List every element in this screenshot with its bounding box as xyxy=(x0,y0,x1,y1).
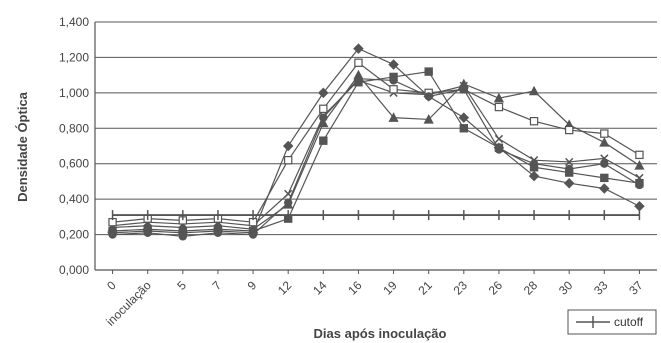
series-line xyxy=(112,47,640,234)
x-tick-label: 14 xyxy=(310,278,330,298)
x-tick-label: 23 xyxy=(451,278,471,298)
data-point xyxy=(459,124,469,133)
data-point xyxy=(388,59,399,70)
series-6 xyxy=(108,74,644,241)
x-tick-label: 26 xyxy=(486,278,506,298)
data-point xyxy=(528,170,540,182)
y-tick-label: 1,000 xyxy=(59,86,89,100)
data-point xyxy=(529,116,539,126)
data-point xyxy=(564,125,574,135)
x-tick-label: 37 xyxy=(626,278,646,298)
data-point xyxy=(319,104,328,113)
data-point xyxy=(563,177,575,189)
x-tick-label: 28 xyxy=(521,278,541,298)
data-point xyxy=(600,129,609,138)
series-1 xyxy=(107,43,645,239)
data-point xyxy=(319,113,328,122)
x-tick-label: 19 xyxy=(380,278,400,298)
data-point xyxy=(248,230,258,239)
cutoff-group xyxy=(111,210,641,221)
series-line xyxy=(112,74,640,230)
data-point xyxy=(354,74,363,83)
data-point xyxy=(634,160,645,170)
y-tick-label: 0,200 xyxy=(59,228,89,242)
x-tick-label: 5 xyxy=(174,278,189,293)
series-line xyxy=(112,61,640,223)
data-point xyxy=(389,76,398,85)
legend-cutoff-label: cutoff xyxy=(614,315,644,329)
data-point xyxy=(564,164,574,174)
data-point xyxy=(177,222,188,232)
legend: cutoff xyxy=(567,309,657,335)
data-point xyxy=(319,136,328,145)
data-point xyxy=(424,92,433,101)
y-tick-label: 0,600 xyxy=(59,157,89,171)
y-axis-title: Densidade Óptica xyxy=(15,91,30,202)
y-tick-label: 0,400 xyxy=(59,192,89,206)
data-point xyxy=(635,150,644,160)
data-point xyxy=(388,112,399,122)
data-point xyxy=(600,173,609,183)
x-tick-label: 7 xyxy=(209,278,224,293)
x-axis-title: Dias após inoculação xyxy=(314,326,447,341)
data-point xyxy=(282,140,294,152)
data-point xyxy=(494,102,504,112)
data-point xyxy=(493,92,505,103)
y-tick-label: 1,400 xyxy=(59,15,89,29)
legend-box xyxy=(567,309,657,335)
data-point xyxy=(353,43,364,54)
data-point xyxy=(354,58,363,67)
x-tick-label: 21 xyxy=(415,278,435,298)
x-tick-label: 0 xyxy=(104,278,119,293)
series-group xyxy=(107,43,645,241)
data-point xyxy=(600,159,609,168)
x-tick-label: 33 xyxy=(591,278,611,298)
y-tick-label: 0,000 xyxy=(59,263,89,277)
series-5 xyxy=(108,58,644,227)
data-point xyxy=(634,200,645,212)
data-point xyxy=(635,180,644,190)
data-point xyxy=(213,228,223,237)
series-3 xyxy=(107,69,645,234)
data-point xyxy=(635,173,644,183)
series-line xyxy=(112,79,640,227)
x-tick-label: 12 xyxy=(275,278,295,298)
data-point xyxy=(283,155,293,165)
data-point xyxy=(108,230,117,239)
y-tick-label: 1,200 xyxy=(59,50,89,64)
gridlines xyxy=(94,21,657,271)
series-line xyxy=(112,78,640,237)
x-tick-label: 30 xyxy=(556,278,576,298)
data-point xyxy=(178,232,188,241)
data-point xyxy=(459,85,469,94)
y-tick-label: 0,800 xyxy=(59,121,89,135)
data-point xyxy=(423,114,434,124)
y-axis-ticks: 0,000 0,200 0,400 0,600 0,800 1,000 1,200 1,400 xyxy=(59,15,89,277)
data-point xyxy=(458,112,470,123)
data-point xyxy=(528,85,540,96)
data-point xyxy=(494,134,504,144)
x-tick-label: 9 xyxy=(245,278,260,293)
data-point xyxy=(318,87,329,99)
x-tick-label: 16 xyxy=(345,278,365,298)
data-point xyxy=(283,198,293,207)
data-point xyxy=(599,183,610,194)
data-point xyxy=(599,137,610,147)
data-point xyxy=(529,159,539,168)
data-point xyxy=(494,145,504,154)
data-point xyxy=(143,228,152,237)
data-point xyxy=(389,85,398,94)
data-point xyxy=(424,67,433,76)
data-point xyxy=(565,157,574,167)
series-4 xyxy=(108,76,644,230)
